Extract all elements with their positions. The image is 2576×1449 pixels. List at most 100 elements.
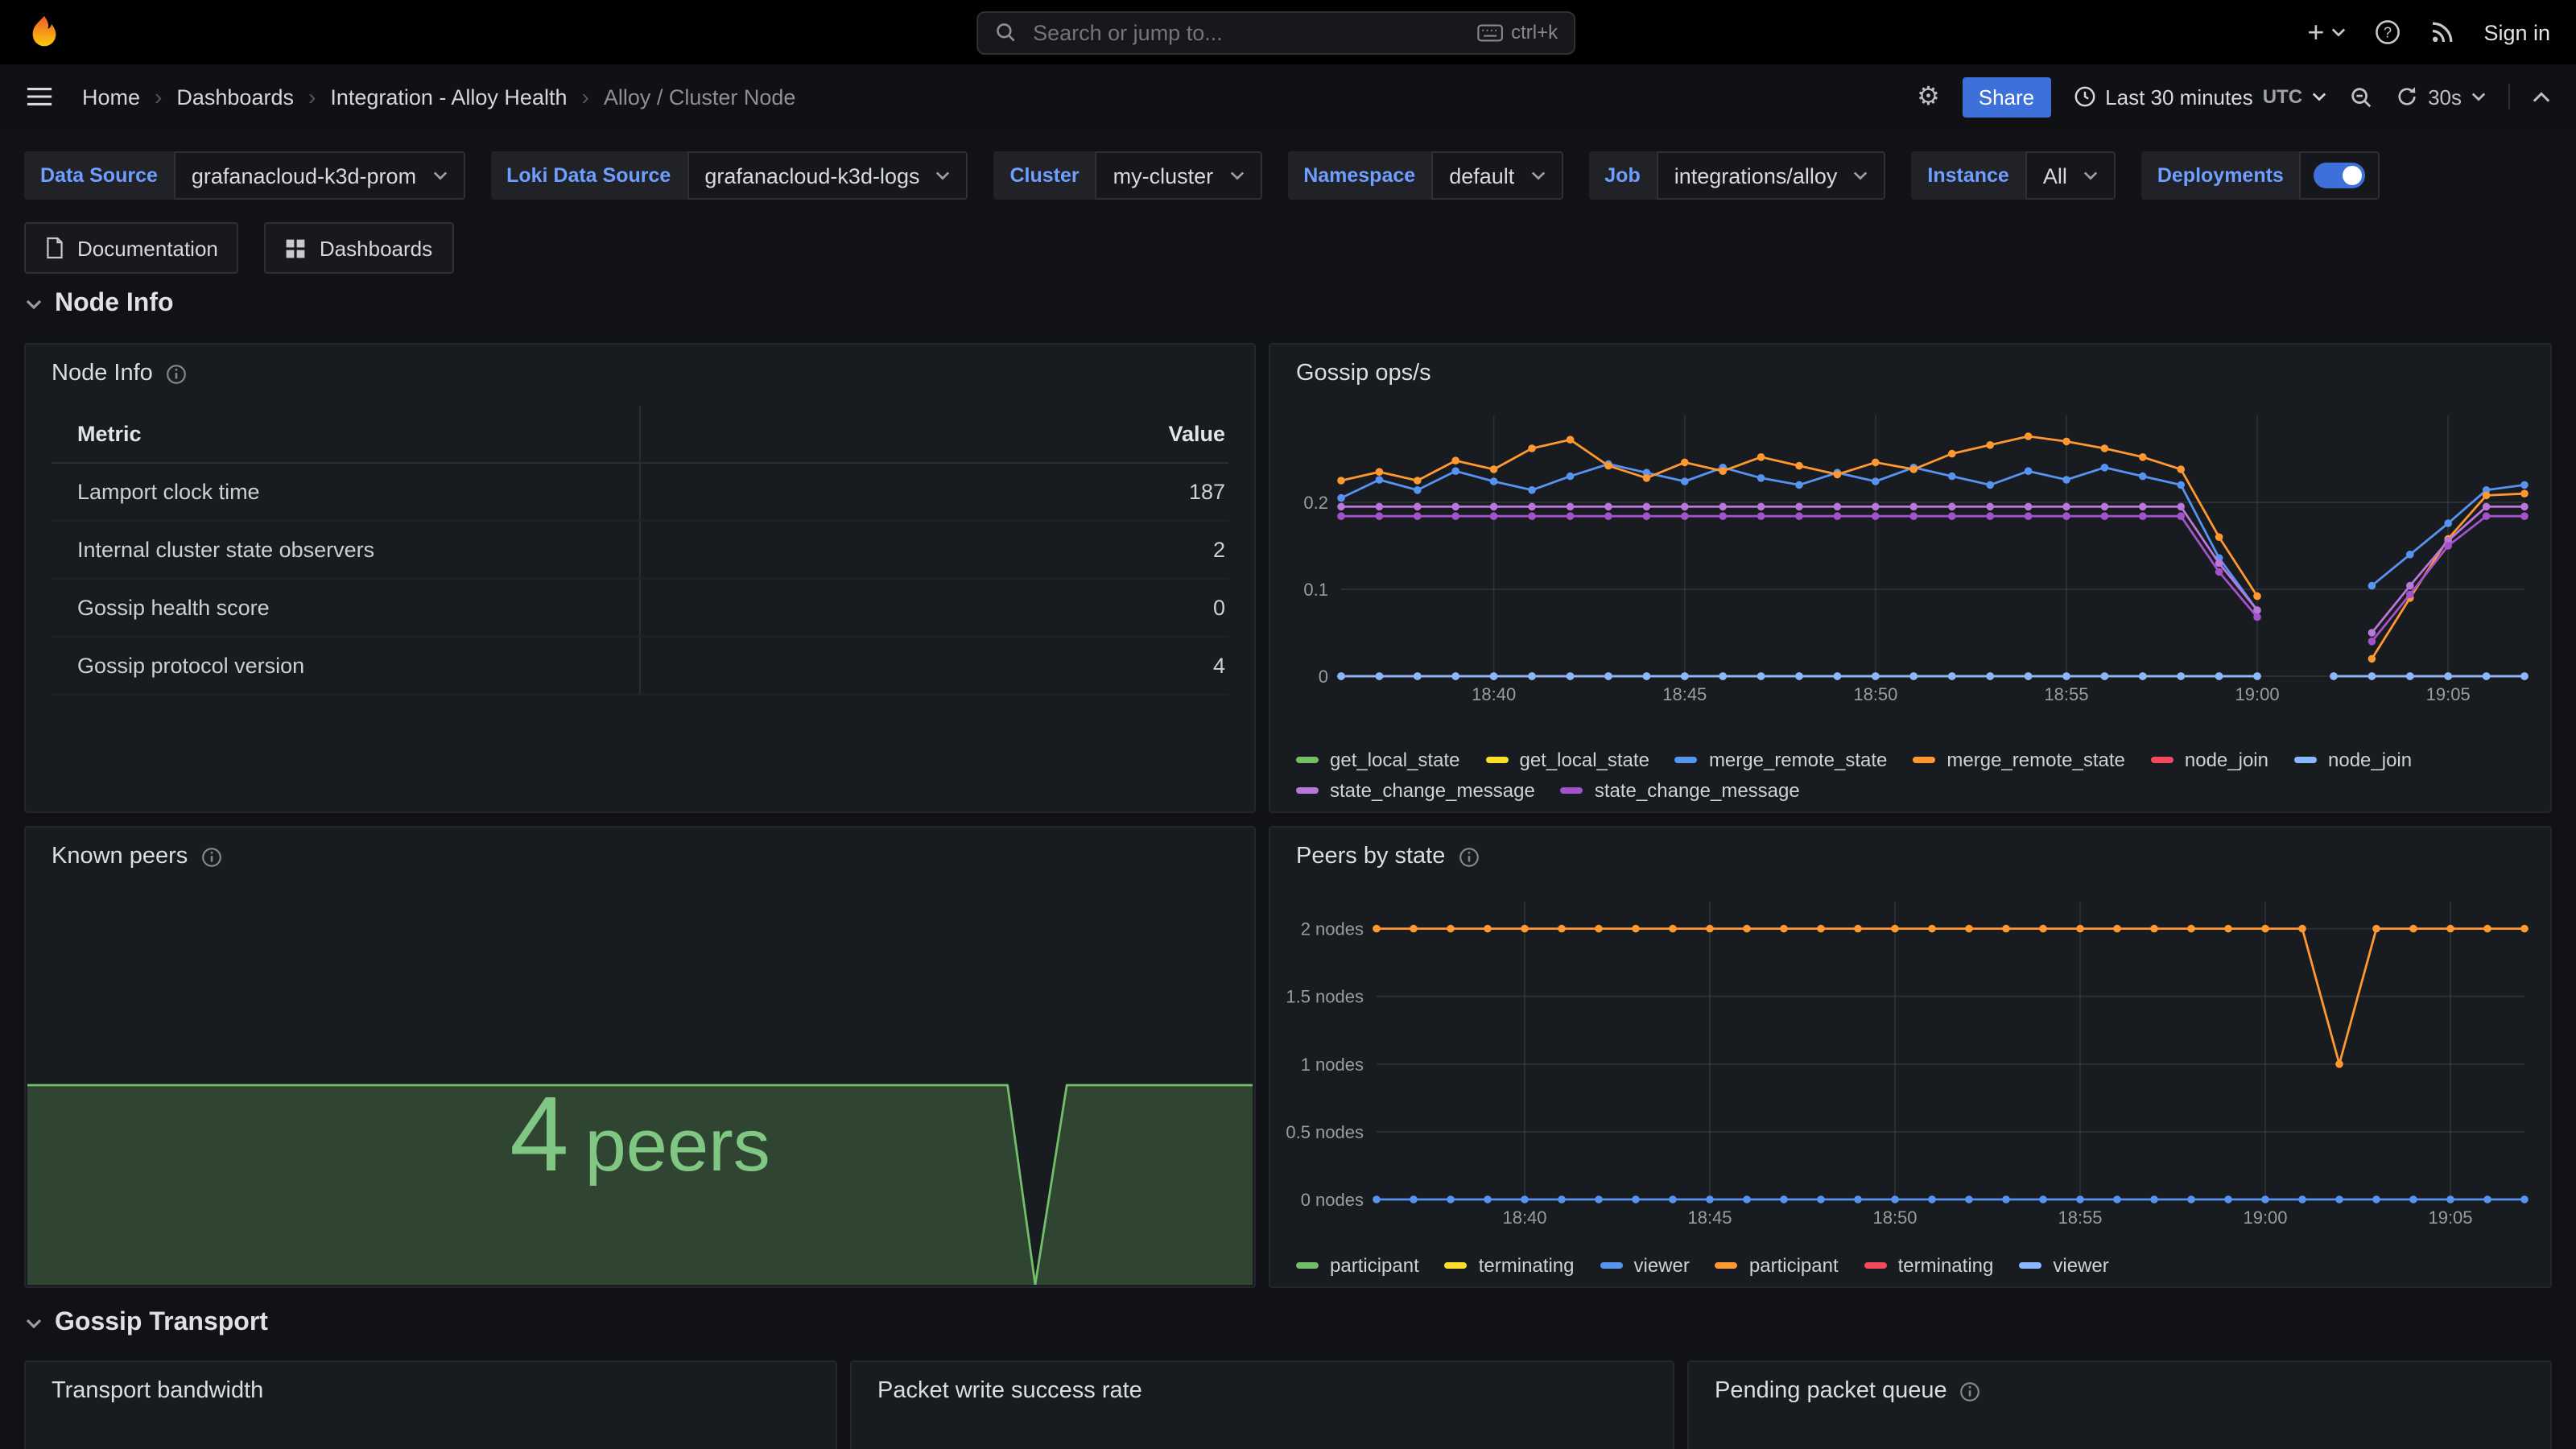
filter-value-dropdown[interactable]: integrations/alloy (1656, 151, 1886, 200)
refresh-control[interactable]: 30s (2396, 85, 2486, 109)
chevron-down-icon (1531, 171, 1545, 180)
legend-item[interactable]: terminating (1864, 1254, 1994, 1277)
legend-label: terminating (1478, 1254, 1575, 1277)
legend-label: merge_remote_state (1946, 749, 2125, 771)
chevron-down-icon (1230, 171, 1244, 180)
panel-title[interactable]: Gossip ops/s (1296, 361, 1431, 386)
legend-marker (2019, 1262, 2042, 1269)
search-bar[interactable]: ctrl+k (976, 10, 1576, 54)
add-button[interactable]: + (2307, 18, 2345, 47)
filter-data-source: Data Source grafanacloud-k3d-prom (24, 151, 465, 200)
info-icon[interactable] (1960, 1381, 1981, 1402)
svg-text:18:45: 18:45 (1687, 1208, 1732, 1228)
legend-item[interactable]: participant (1296, 1254, 1419, 1277)
dashboard-settings-icon[interactable]: ⚙ (1917, 84, 1940, 111)
legend-item[interactable]: merge_remote_state (1674, 749, 1888, 771)
gossip-ops-chart[interactable]: 0 0.1 0.2 18:40 18:45 18:50 18:55 19:00 19:05 (1283, 402, 2534, 708)
legend-label: viewer (2053, 1254, 2109, 1277)
grafana-logo-icon[interactable] (26, 13, 64, 52)
svg-text:0: 0 (1319, 667, 1328, 687)
svg-text:18:55: 18:55 (2044, 684, 2088, 704)
legend-label: terminating (1897, 1254, 1994, 1277)
search-input[interactable] (1030, 19, 1465, 46)
legend-item[interactable]: terminating (1444, 1254, 1575, 1277)
svg-text:18:45: 18:45 (1662, 684, 1707, 704)
svg-text:18:55: 18:55 (2058, 1208, 2102, 1228)
breadcrumb-dashboards[interactable]: Dashboards (176, 85, 294, 109)
filter-label: Instance (1911, 151, 2025, 200)
info-icon[interactable] (166, 363, 187, 384)
chevron-down-icon (26, 1319, 42, 1328)
svg-text:18:40: 18:40 (1502, 1208, 1546, 1228)
deployments-toggle[interactable] (2314, 163, 2366, 188)
apps-icon (287, 238, 306, 258)
variables-row: Data Source grafanacloud-k3d-prom Loki D… (24, 151, 2380, 200)
svg-text:2 nodes: 2 nodes (1301, 919, 1364, 939)
breadcrumb-home[interactable]: Home (82, 85, 141, 109)
filter-label: Namespace (1287, 151, 1432, 200)
legend-item[interactable]: node_join (2150, 749, 2268, 771)
chevron-down-icon (2331, 28, 2345, 37)
svg-text:19:05: 19:05 (2428, 1208, 2472, 1228)
svg-text:1.5 nodes: 1.5 nodes (1286, 987, 1364, 1007)
filter-value-dropdown[interactable]: All (2025, 151, 2116, 200)
time-range-label: Last 30 minutes (2105, 85, 2253, 109)
filter-value-dropdown[interactable]: default (1431, 151, 1563, 200)
breadcrumb-folder[interactable]: Integration - Alloy Health (330, 85, 568, 109)
document-icon (47, 237, 63, 259)
legend-item[interactable]: get_local_state (1296, 749, 1459, 771)
breadcrumb: Home › Dashboards › Integration - Alloy … (82, 84, 795, 109)
breadcrumb-current: Alloy / Cluster Node (603, 85, 796, 109)
panel-title[interactable]: Peers by state (1296, 844, 1446, 869)
panel-title[interactable]: Packet write success rate (877, 1378, 1142, 1404)
column-header-metric: Metric (52, 406, 640, 462)
panel-title[interactable]: Pending packet queue (1715, 1378, 1947, 1404)
panel-transport-bandwidth: Transport bandwidth (24, 1360, 837, 1449)
legend-item[interactable]: merge_remote_state (1913, 749, 2125, 771)
panel-peers-by-state: Peers by state 0 nodes 0.5 nodes 1 nodes 1.… (1269, 826, 2552, 1288)
legend-item[interactable]: get_local_state (1485, 749, 1649, 771)
filter-deployments: Deployments (2140, 151, 2380, 200)
legend-label: state_change_message (1330, 779, 1535, 802)
filter-value-dropdown[interactable]: grafanacloud-k3d-prom (173, 151, 465, 200)
info-icon[interactable] (200, 846, 221, 867)
zoom-out-icon[interactable] (2349, 85, 2373, 109)
panel-known-peers: Known peers 4 peers (24, 826, 1256, 1288)
legend-item[interactable]: state_change_message (1296, 779, 1535, 802)
known-peers-chart[interactable] (27, 886, 1253, 1286)
filter-value-dropdown[interactable]: grafanacloud-k3d-logs (687, 151, 968, 200)
refresh-interval-label: 30s (2428, 85, 2462, 109)
section-node-info[interactable]: Node Info (26, 290, 174, 319)
panel-title[interactable]: Known peers (52, 844, 188, 869)
share-button[interactable]: Share (1962, 76, 2051, 117)
dashboard-links: Documentation Dashboards (24, 222, 454, 274)
legend-label: state_change_message (1594, 779, 1800, 802)
panel-title[interactable]: Node Info (52, 361, 153, 386)
svg-text:19:00: 19:00 (2243, 1208, 2287, 1228)
legend-item[interactable]: viewer (1600, 1254, 1690, 1277)
dashboards-button[interactable]: Dashboards (264, 222, 454, 274)
legend-item[interactable]: state_change_message (1560, 779, 1800, 802)
collapse-up-icon[interactable] (2533, 91, 2550, 102)
peers-by-state-chart[interactable]: 0 nodes 0.5 nodes 1 nodes 1.5 nodes 2 nodes 1… (1283, 886, 2534, 1232)
info-icon[interactable] (1458, 846, 1479, 867)
breadcrumb-separator: › (581, 84, 589, 109)
documentation-button[interactable]: Documentation (24, 222, 239, 274)
refresh-icon[interactable] (2396, 85, 2418, 108)
time-range-picker[interactable]: Last 30 minutes UTC (2073, 85, 2326, 109)
panel-title[interactable]: Transport bandwidth (52, 1378, 264, 1404)
news-icon[interactable] (2429, 19, 2454, 45)
filter-value-dropdown[interactable]: my-cluster (1095, 151, 1262, 200)
menu-icon[interactable] (26, 85, 53, 108)
legend-item[interactable]: viewer (2019, 1254, 2109, 1277)
section-gossip-transport[interactable]: Gossip Transport (26, 1309, 268, 1338)
sign-in-button[interactable]: Sign in (2483, 20, 2550, 44)
legend-item[interactable]: participant (1715, 1254, 1839, 1277)
svg-text:19:05: 19:05 (2426, 684, 2471, 704)
filter-label: Job (1588, 151, 1657, 200)
legend-label: viewer (1633, 1254, 1690, 1277)
legend-item[interactable]: node_join (2294, 749, 2412, 771)
help-icon[interactable]: ? (2374, 19, 2400, 45)
legend-label: merge_remote_state (1708, 749, 1888, 771)
